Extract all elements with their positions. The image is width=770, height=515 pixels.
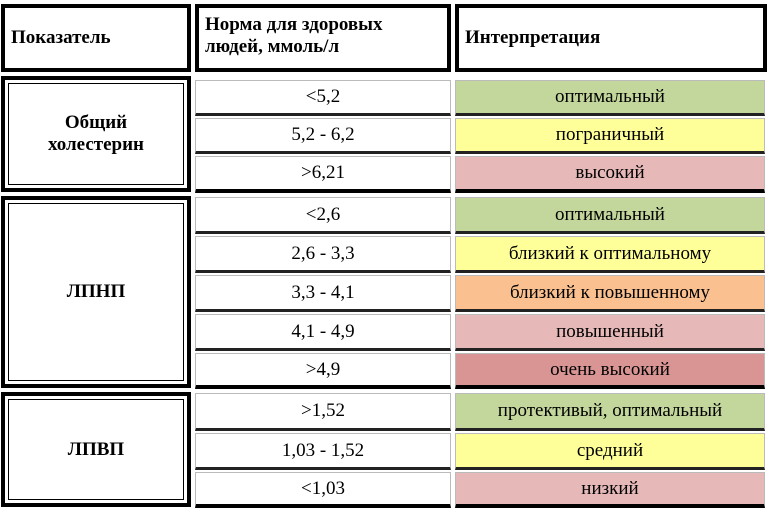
norm-cell: <1,03: [195, 472, 451, 508]
header-parameter-label: Показатель: [11, 27, 111, 48]
header-parameter: Показатель: [1, 4, 191, 72]
interpretation-cell: низкий: [455, 472, 765, 508]
norm-cell: >4,9: [195, 353, 451, 389]
norm-cell: <5,2: [195, 80, 451, 116]
parameter-line1: Общий: [64, 112, 128, 133]
interpretation-cell: средний: [455, 433, 765, 470]
norm-cell: 4,1 - 4,9: [195, 314, 451, 351]
header-norm-label: Норма для здоровых людей, ммоль/л: [205, 14, 383, 58]
header-norm-line1: Норма для здоровых: [205, 14, 383, 35]
parameter-total-cholesterol-label: Общий холестерин: [8, 83, 184, 185]
interpretation-cell: оптимальный: [455, 80, 765, 116]
header-interpretation: Интерпретация: [455, 4, 767, 72]
interpretation-cell: очень высокий: [455, 353, 765, 389]
norm-cell: >6,21: [195, 156, 451, 193]
norm-cell: 5,2 - 6,2: [195, 118, 451, 154]
interpretation-cell: повышенный: [455, 314, 765, 351]
interpretation-cell: пограничный: [455, 118, 765, 154]
parameter-hdl: ЛПВП: [1, 392, 191, 507]
parameter-line2: холестерин: [47, 134, 144, 155]
parameter-ldl-label: ЛПНП: [8, 203, 184, 381]
header-norm-line2: людей, ммоль/л: [205, 36, 340, 57]
parameter-total-cholesterol: Общий холестерин: [1, 76, 191, 192]
parameter-hdl-label: ЛПВП: [8, 399, 184, 500]
header-norm: Норма для здоровых людей, ммоль/л: [195, 4, 451, 72]
header-interpretation-label: Интерпретация: [465, 27, 601, 48]
interpretation-cell: близкий к повышенному: [455, 275, 765, 312]
interpretation-cell: высокий: [455, 156, 765, 193]
parameter-ldl: ЛПНП: [1, 196, 191, 388]
interpretation-cell: оптимальный: [455, 197, 765, 234]
interpretation-cell: протективый, оптимальный: [455, 393, 765, 431]
norm-cell: >1,52: [195, 393, 451, 431]
norm-cell: 3,3 - 4,1: [195, 275, 451, 312]
norm-cell: 2,6 - 3,3: [195, 236, 451, 273]
interpretation-cell: близкий к оптимальному: [455, 236, 765, 273]
norm-cell: 1,03 - 1,52: [195, 433, 451, 470]
norm-cell: <2,6: [195, 197, 451, 234]
